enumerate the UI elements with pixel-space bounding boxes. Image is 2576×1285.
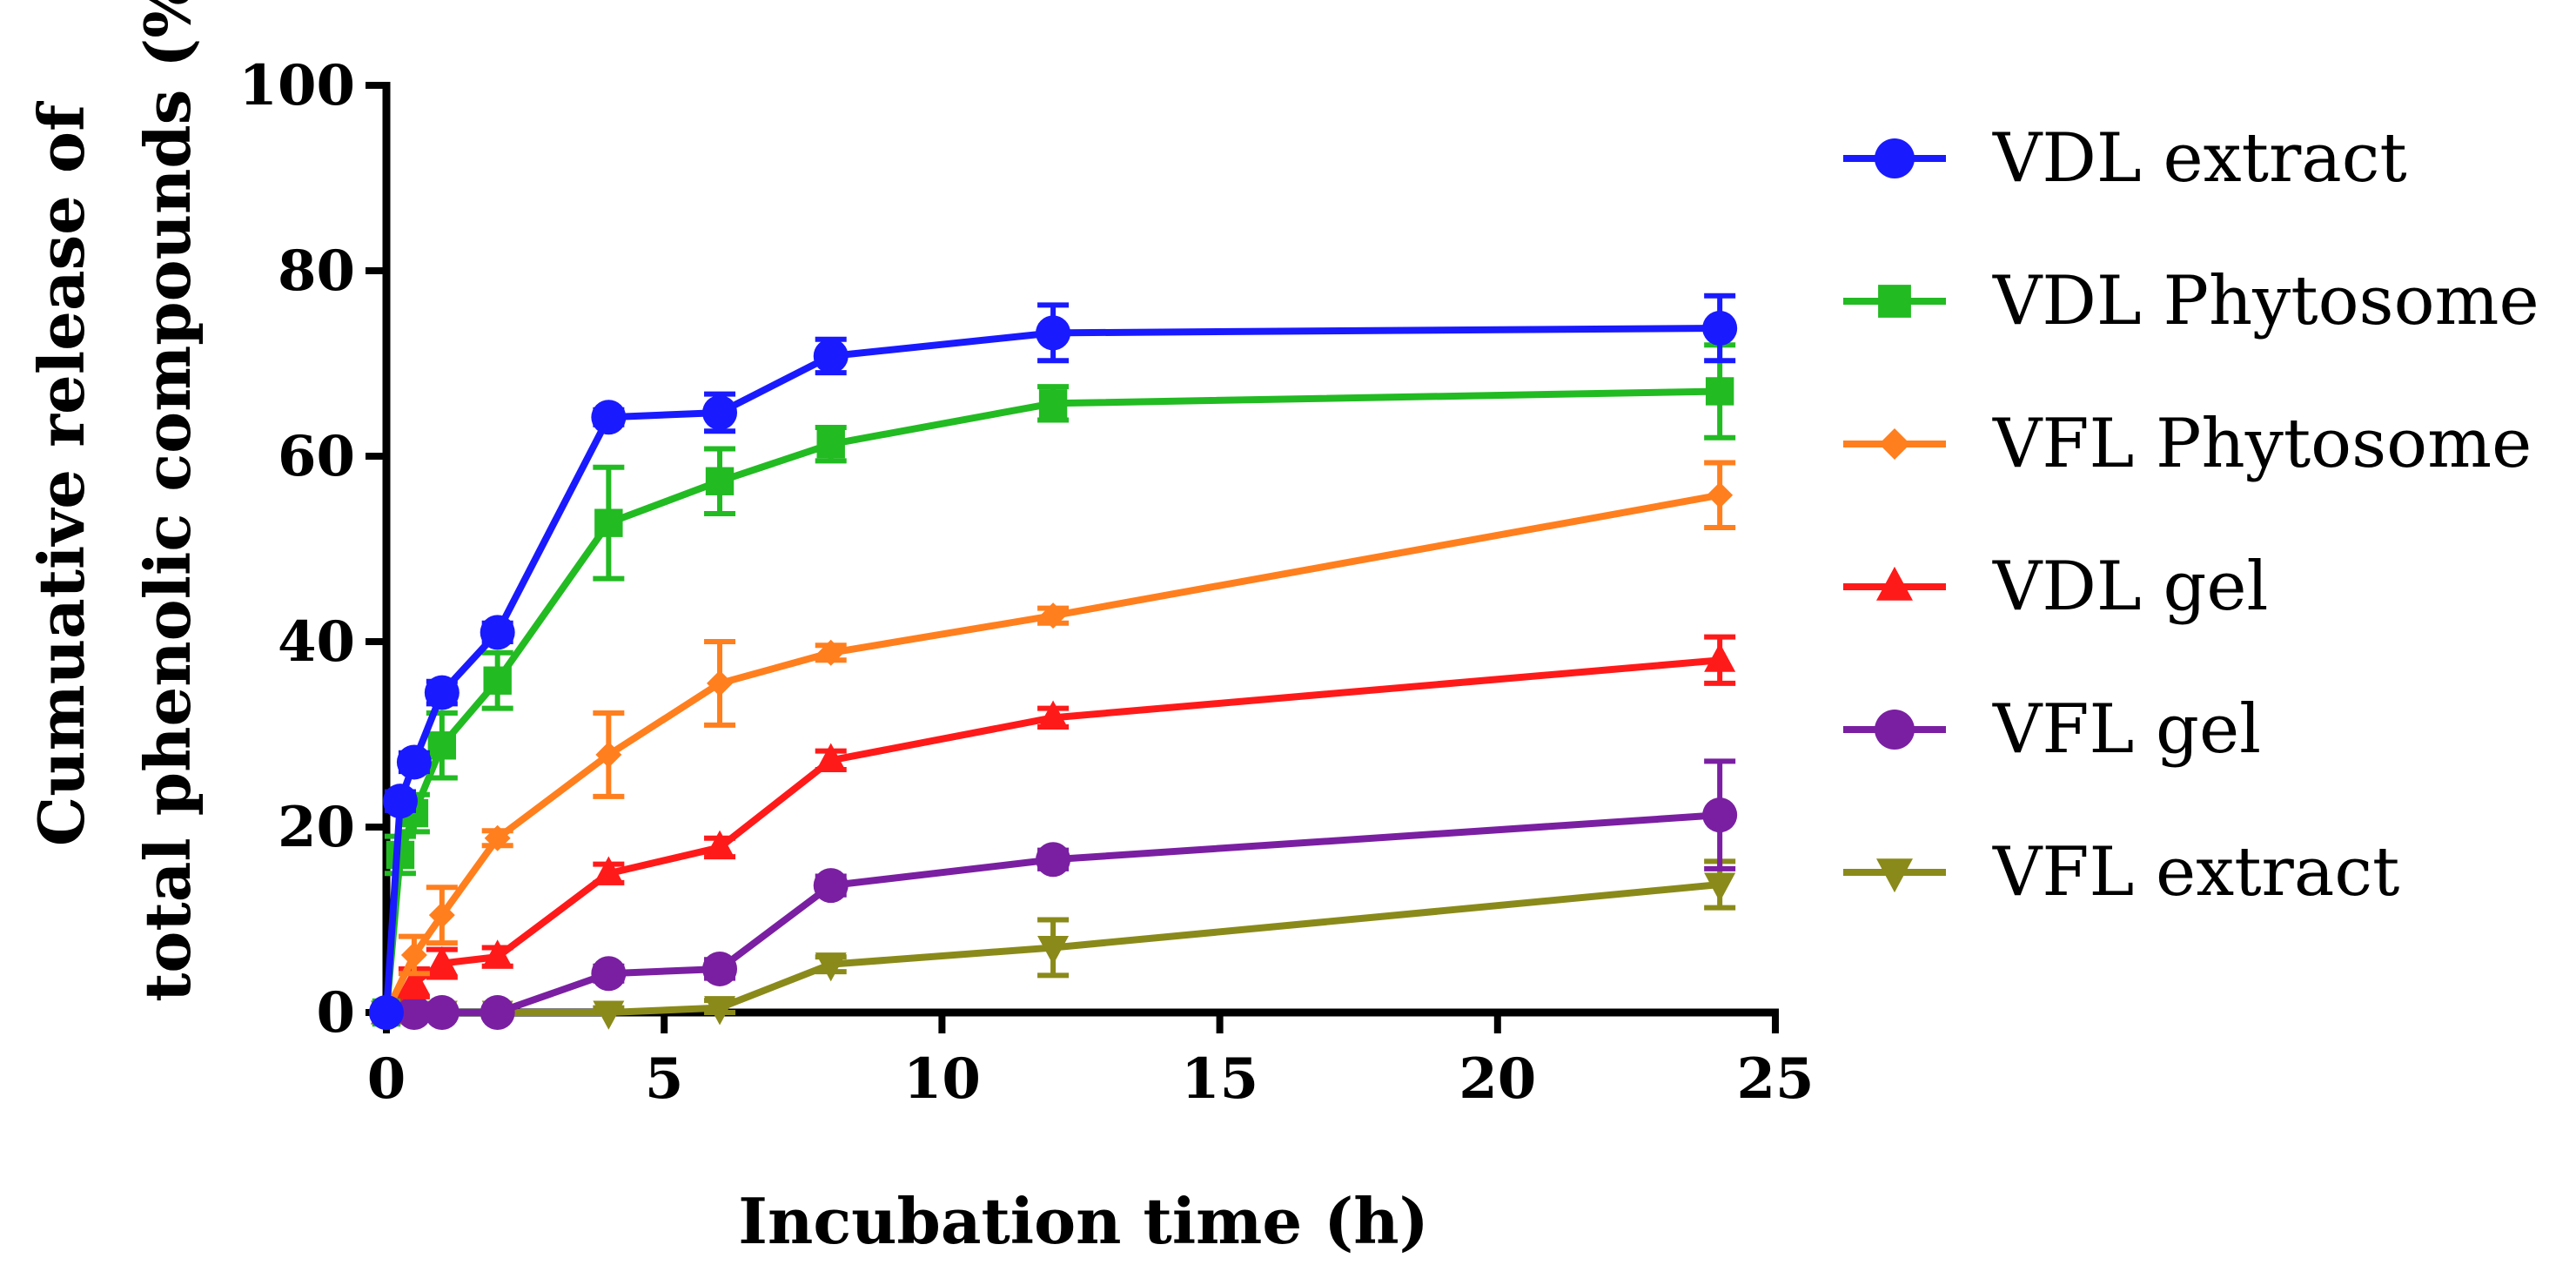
data-point — [396, 744, 432, 780]
data-point — [815, 743, 847, 772]
data-point — [382, 784, 418, 819]
data-point — [484, 824, 511, 851]
data-point — [481, 939, 513, 969]
legend-marker — [1878, 285, 1911, 318]
legend-item: VDL gel — [1843, 548, 2269, 626]
data-point — [483, 666, 512, 695]
legend-item: VDL Phytosome — [1843, 262, 2539, 340]
x-tick-label: 15 — [1181, 1046, 1258, 1112]
data-point — [427, 731, 457, 760]
data-point — [705, 467, 735, 495]
data-point — [595, 741, 622, 768]
data-point — [702, 394, 738, 430]
legend-marker — [1876, 566, 1913, 601]
series-vfl-extract — [371, 858, 1736, 1030]
data-point — [480, 995, 515, 1030]
data-point — [396, 995, 432, 1030]
legend-item: VDL extract — [1843, 119, 2407, 198]
y-tick-label: 60 — [278, 424, 355, 489]
data-point — [1037, 935, 1070, 965]
data-point — [369, 995, 404, 1030]
data-point — [428, 902, 455, 929]
data-point — [707, 669, 734, 696]
data-point — [400, 941, 427, 968]
data-point — [424, 675, 460, 710]
x-tick-label: 0 — [367, 1046, 406, 1112]
series-layer — [369, 293, 1738, 1030]
data-point — [591, 956, 627, 992]
data-point — [480, 615, 515, 650]
y-tick-label: 20 — [278, 795, 355, 860]
x-tick-label: 5 — [645, 1046, 684, 1112]
y-tick-label: 100 — [238, 53, 355, 118]
data-point — [424, 995, 460, 1030]
data-point — [1040, 602, 1067, 629]
data-point — [591, 400, 627, 435]
legend: VDL extract VDL Phytosome VFL Phytosome VDL… — [1843, 119, 2539, 912]
data-point — [813, 338, 849, 373]
data-point — [1036, 842, 1071, 878]
y-tick-label: 0 — [316, 980, 355, 1046]
data-point — [594, 508, 623, 537]
data-point — [704, 830, 736, 859]
data-point — [593, 856, 625, 885]
legend-item: VFL extract — [1843, 833, 2399, 912]
data-point — [398, 965, 430, 995]
legend-label: VFL Phytosome — [1992, 405, 2532, 483]
legend-label: VDL Phytosome — [1992, 262, 2539, 340]
legend-marker — [1879, 428, 1910, 460]
data-point — [704, 996, 736, 1026]
legend-item: VFL Phytosome — [1843, 405, 2532, 483]
data-point — [1705, 377, 1734, 406]
legend-label: VDL gel — [1992, 548, 2269, 626]
data-point — [1704, 872, 1736, 902]
axes: 0 20 40 60 80 100 0 5 10 15 20 25 — [238, 53, 1814, 1112]
legend-label: VFL extract — [1992, 833, 2399, 912]
data-point — [1038, 389, 1068, 418]
legend-marker — [1875, 710, 1915, 750]
legend-label: VDL extract — [1992, 119, 2407, 198]
x-tick-label: 25 — [1736, 1046, 1814, 1112]
series-vdl-phytosome — [372, 342, 1736, 1027]
x-tick-label: 20 — [1459, 1046, 1536, 1112]
data-point — [816, 429, 845, 459]
data-point — [817, 639, 844, 666]
x-axis-label: Incubation time (h) — [738, 1184, 1428, 1258]
legend-item: VFL gel — [1843, 690, 2261, 769]
data-point — [1704, 642, 1736, 672]
y-axis-label-line2: total phenolic compounds (%) — [131, 0, 205, 1002]
y-axis-label-line1: Cumuative release of — [24, 101, 98, 846]
data-point — [1702, 797, 1738, 833]
legend-marker — [1876, 858, 1913, 893]
data-point — [1702, 311, 1738, 346]
legend-marker — [1875, 138, 1915, 178]
series-vfl-phytosome — [373, 460, 1736, 1026]
data-point — [813, 868, 849, 904]
y-tick-label: 80 — [278, 239, 355, 304]
data-point — [1707, 481, 1734, 508]
y-tick-label: 40 — [278, 609, 355, 675]
data-point — [426, 945, 458, 976]
legend-label: VFL gel — [1992, 690, 2261, 769]
data-point — [1036, 315, 1071, 351]
series-line — [383, 325, 1721, 1013]
series-vdl-extract — [369, 293, 1738, 1030]
data-point — [1037, 700, 1070, 730]
data-point — [815, 952, 847, 982]
series-vdl-gel — [371, 634, 1736, 1025]
y-axis-title: Cumuative release of total phenolic comp… — [24, 0, 205, 1002]
data-point — [702, 951, 738, 986]
x-tick-label: 10 — [903, 1046, 981, 1112]
data-point — [593, 1000, 625, 1030]
